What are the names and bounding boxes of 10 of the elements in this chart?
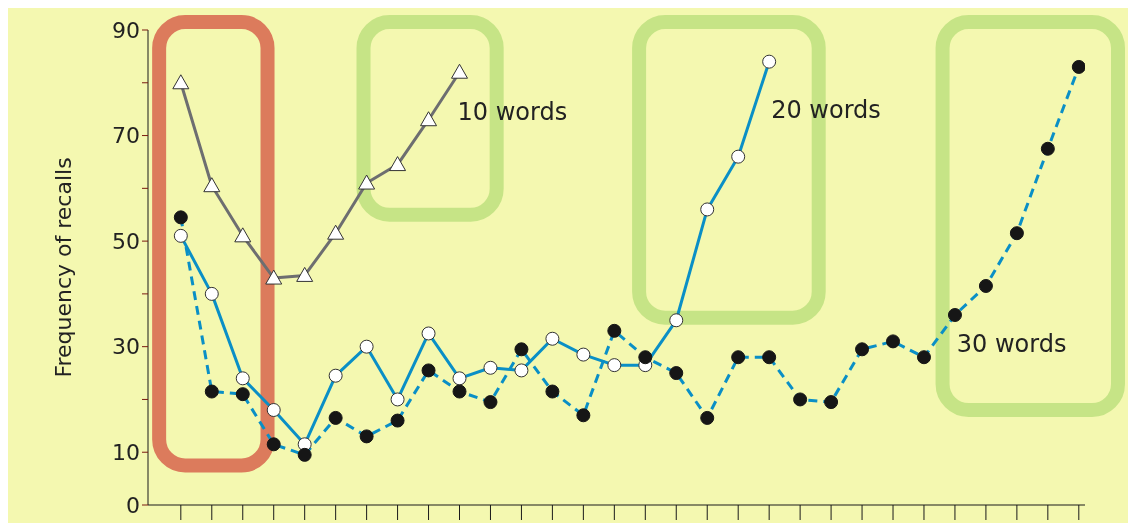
y-tick-label: 50: [112, 228, 140, 254]
series-label: 10 words: [457, 98, 568, 127]
y-tick-label: 0: [126, 492, 140, 518]
y-tick-label: 30: [112, 334, 140, 360]
y-tick-label: 10: [112, 440, 140, 466]
y-tick-label: 90: [112, 17, 140, 43]
series-label: 20 words: [771, 95, 881, 124]
series-label: 30 words: [956, 329, 1067, 358]
y-tick-label: 70: [112, 123, 140, 149]
y-axis-title: Frequency of recalls: [50, 157, 76, 378]
